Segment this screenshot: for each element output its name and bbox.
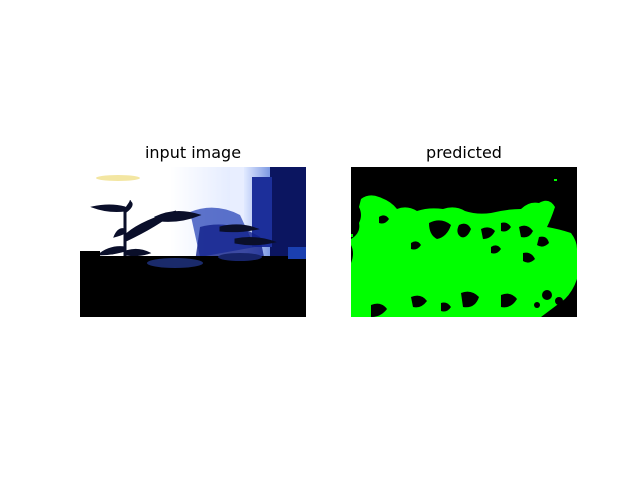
input-image-title: input image [144, 143, 242, 162]
input-image-panel [80, 167, 306, 317]
predicted-mask-panel [351, 167, 577, 317]
input-image-photo [80, 167, 306, 317]
predicted-title: predicted [426, 143, 502, 162]
predicted-mask [351, 167, 577, 317]
